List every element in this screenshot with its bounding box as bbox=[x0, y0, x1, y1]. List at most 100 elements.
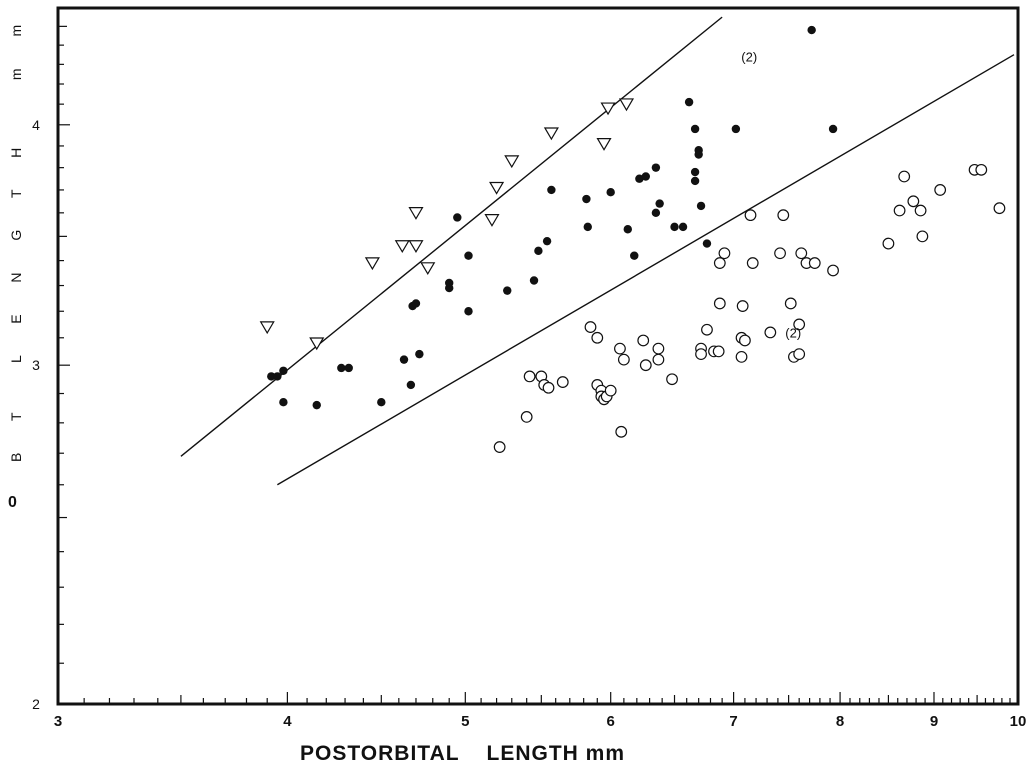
filled-point bbox=[464, 307, 473, 316]
filled-point bbox=[547, 185, 556, 195]
open-point bbox=[916, 230, 929, 243]
open-point bbox=[520, 410, 533, 423]
open-point bbox=[795, 247, 808, 260]
open-point bbox=[695, 348, 707, 361]
filled-point bbox=[690, 176, 700, 186]
open-point bbox=[542, 381, 555, 394]
triangle-point bbox=[489, 181, 505, 195]
filled-point bbox=[684, 97, 694, 107]
filled-point bbox=[606, 187, 615, 197]
filled-point bbox=[670, 222, 679, 232]
open-point bbox=[718, 247, 731, 260]
open-point bbox=[584, 321, 597, 333]
triangle-point bbox=[543, 127, 559, 141]
triangle-point bbox=[408, 240, 424, 254]
filled-point bbox=[678, 222, 688, 232]
filled-point bbox=[641, 172, 650, 181]
filled-point bbox=[696, 201, 706, 211]
filled-point bbox=[690, 167, 700, 177]
open-point bbox=[639, 359, 652, 372]
open-point bbox=[666, 373, 678, 386]
open-point bbox=[617, 353, 630, 366]
triangle-point bbox=[394, 240, 410, 254]
filled-point bbox=[731, 124, 741, 134]
open-point bbox=[637, 334, 650, 347]
open-point bbox=[793, 348, 806, 361]
open-point bbox=[898, 170, 911, 183]
filled-point bbox=[635, 174, 644, 183]
filled-point bbox=[630, 251, 639, 260]
filled-point bbox=[415, 349, 424, 359]
open-point bbox=[934, 184, 947, 196]
filled-point bbox=[534, 246, 543, 256]
filled-point bbox=[399, 355, 409, 364]
open-point bbox=[882, 237, 895, 250]
filled-point bbox=[651, 163, 661, 172]
filled-point bbox=[651, 208, 661, 218]
filled-point bbox=[623, 225, 632, 234]
filled-point bbox=[344, 363, 353, 373]
y-axis-label: B T L E N G T H m m bbox=[8, 10, 24, 462]
open-point bbox=[993, 202, 1006, 215]
open-point bbox=[701, 323, 713, 336]
fit-lines bbox=[180, 16, 1015, 486]
triangle-point bbox=[364, 257, 380, 271]
triangle-point bbox=[309, 337, 325, 351]
filled-point bbox=[273, 372, 282, 381]
x-tick-label: 7 bbox=[729, 713, 737, 730]
open-point bbox=[735, 350, 748, 363]
open-point bbox=[591, 331, 604, 344]
axis-ticks bbox=[57, 7, 1019, 705]
open-point bbox=[777, 209, 790, 222]
open-point bbox=[793, 318, 806, 331]
margin-mark: 0 bbox=[8, 494, 17, 511]
triangle-point bbox=[420, 262, 436, 276]
x-tick-label: 3 bbox=[54, 713, 62, 730]
x-tick-label: 4 bbox=[283, 713, 292, 730]
filled-point bbox=[529, 276, 539, 285]
y-tick-label: 3 bbox=[32, 357, 40, 373]
annotations: (2) (2) bbox=[741, 50, 801, 341]
filled-point bbox=[279, 366, 288, 375]
x-axis-label: POSTORBITAL LENGTH mm bbox=[300, 742, 626, 765]
open-point bbox=[713, 297, 726, 310]
filled-point bbox=[445, 278, 454, 288]
point-count-label: (2) bbox=[785, 325, 801, 340]
filled-point bbox=[406, 380, 416, 390]
open-point bbox=[914, 204, 927, 217]
filled-point bbox=[377, 398, 386, 407]
open-point bbox=[615, 425, 628, 438]
open-point bbox=[739, 334, 751, 347]
open-point bbox=[774, 247, 786, 260]
filled-point bbox=[583, 222, 592, 232]
y-tick-label: 4 bbox=[32, 117, 40, 133]
triangle-point bbox=[596, 138, 612, 151]
x-tick-label: 9 bbox=[930, 713, 938, 730]
open-point bbox=[827, 264, 839, 277]
open-point bbox=[614, 342, 626, 355]
regression-line bbox=[277, 54, 1015, 486]
filled-point bbox=[503, 286, 512, 295]
filled-point bbox=[279, 398, 288, 407]
regression-line bbox=[180, 16, 723, 457]
open-point bbox=[556, 376, 569, 388]
filled-point bbox=[828, 124, 838, 134]
y-tick-label: 2 bbox=[32, 696, 40, 712]
open-point bbox=[907, 195, 920, 208]
open-point bbox=[652, 342, 665, 355]
x-tick-label: 8 bbox=[836, 713, 844, 730]
filled-point bbox=[702, 239, 712, 248]
open-point bbox=[893, 204, 906, 217]
filled-point bbox=[694, 150, 703, 159]
open-point bbox=[744, 209, 757, 222]
filled-point bbox=[542, 236, 552, 246]
point-count-label: (2) bbox=[741, 50, 757, 65]
triangle-point bbox=[484, 214, 500, 227]
filled-point bbox=[655, 199, 664, 208]
triangle-point bbox=[600, 102, 616, 116]
filled-point bbox=[337, 363, 346, 373]
filled-point bbox=[582, 194, 591, 204]
data-points bbox=[259, 25, 1006, 453]
